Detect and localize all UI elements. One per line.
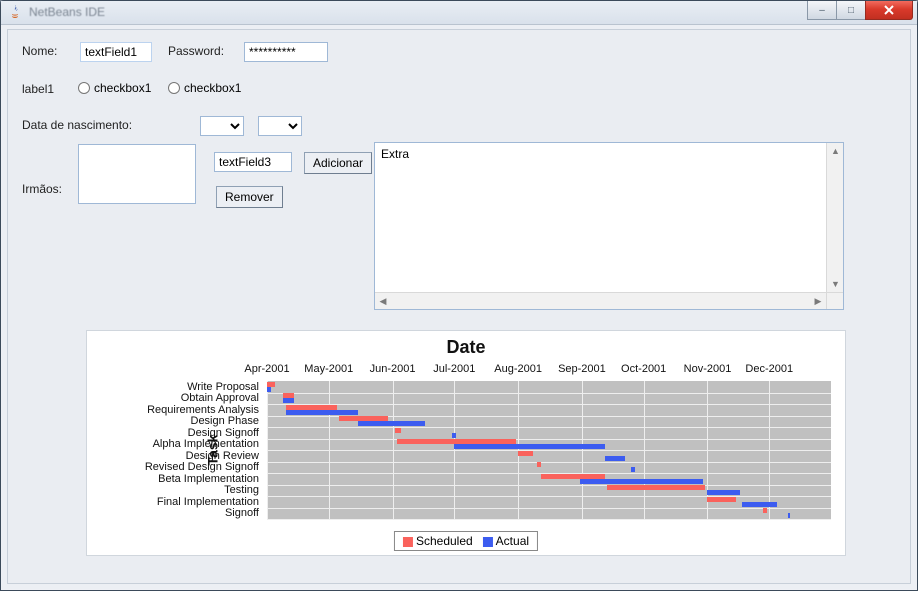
y-tick: Beta Implementation bbox=[158, 473, 259, 485]
scrollbar-vertical[interactable]: ▲ ▼ bbox=[826, 143, 843, 292]
chart-x-title: Date bbox=[87, 337, 845, 358]
x-tick: Aug-2001 bbox=[494, 363, 542, 375]
chart-x-ticks: Apr-2001May-2001Jun-2001Jul-2001Aug-2001… bbox=[267, 363, 831, 379]
y-tick: Design Phase bbox=[191, 415, 260, 427]
chart-y-ticks: Write ProposalObtain ApprovalRequirement… bbox=[87, 381, 263, 519]
y-tick: Design Review bbox=[186, 450, 259, 462]
nome-input[interactable] bbox=[80, 42, 152, 62]
client-area: Nome: Password: label1 checkbox1 checkbo… bbox=[7, 29, 911, 584]
scroll-left-icon[interactable]: ◀ bbox=[376, 295, 390, 308]
checkbox1-radio[interactable]: checkbox1 bbox=[78, 81, 151, 95]
legend-item-scheduled: Scheduled bbox=[403, 534, 473, 548]
x-tick: Dec-2001 bbox=[745, 363, 793, 375]
legend-item-actual: Actual bbox=[483, 534, 529, 548]
app-window: NetBeans IDE – □ Nome: Password: label1 bbox=[0, 0, 918, 591]
x-tick: Sep-2001 bbox=[558, 363, 606, 375]
irmaos-label: Irmãos: bbox=[22, 182, 62, 196]
scroll-corner bbox=[826, 292, 843, 309]
x-tick: Jul-2001 bbox=[433, 363, 475, 375]
textarea-content[interactable]: Extra bbox=[377, 145, 825, 291]
bar-actual bbox=[631, 467, 635, 472]
y-tick: Signoff bbox=[225, 507, 259, 519]
scrollbar-horizontal[interactable]: ◀ ▶ bbox=[375, 292, 826, 309]
bar-scheduled bbox=[763, 508, 767, 513]
dob-combo-1[interactable] bbox=[200, 116, 244, 136]
chart-legend: Scheduled Actual bbox=[394, 531, 538, 551]
bar-scheduled bbox=[607, 485, 706, 490]
y-tick: Final Implementation bbox=[157, 496, 259, 508]
bar-actual bbox=[580, 479, 704, 484]
java-icon bbox=[7, 4, 23, 20]
close-button[interactable] bbox=[865, 1, 913, 20]
bar-scheduled bbox=[518, 451, 532, 456]
x-tick: Nov-2001 bbox=[684, 363, 732, 375]
remover-button[interactable]: Remover bbox=[216, 186, 283, 208]
bar-actual bbox=[283, 398, 293, 403]
y-tick: Testing bbox=[224, 484, 259, 496]
x-tick: Apr-2001 bbox=[244, 363, 289, 375]
radio-2[interactable] bbox=[168, 82, 180, 94]
irmaos-listbox[interactable] bbox=[78, 144, 196, 204]
radio-1-label: checkbox1 bbox=[94, 81, 151, 95]
bar-actual bbox=[707, 490, 740, 495]
maximize-button[interactable]: □ bbox=[836, 1, 866, 20]
bar-scheduled bbox=[395, 428, 401, 433]
window-title: NetBeans IDE bbox=[29, 5, 105, 19]
label1: label1 bbox=[22, 82, 54, 96]
bar-actual bbox=[358, 421, 426, 426]
y-tick: Revised Design Signoff bbox=[145, 461, 259, 473]
radio-2-label: checkbox1 bbox=[184, 81, 241, 95]
legend-swatch-actual bbox=[483, 537, 493, 547]
bar-actual bbox=[454, 444, 604, 449]
x-tick: May-2001 bbox=[304, 363, 353, 375]
textfield3-input[interactable] bbox=[214, 152, 292, 172]
close-icon bbox=[882, 4, 896, 16]
bar-actual bbox=[605, 456, 626, 461]
adicionar-button[interactable]: Adicionar bbox=[304, 152, 372, 174]
bar-actual bbox=[286, 410, 358, 415]
bar-actual bbox=[742, 502, 777, 507]
bar-scheduled bbox=[707, 497, 736, 502]
bar-actual bbox=[267, 387, 271, 392]
nome-label: Nome: bbox=[22, 44, 57, 58]
x-tick: Oct-2001 bbox=[621, 363, 666, 375]
radio-1[interactable] bbox=[78, 82, 90, 94]
title-bar[interactable]: NetBeans IDE – □ bbox=[1, 1, 917, 25]
y-tick: Design Signoff bbox=[188, 427, 259, 439]
checkbox2-radio[interactable]: checkbox1 bbox=[168, 81, 241, 95]
extra-textarea[interactable]: Extra ▲ ▼ ◀ ▶ bbox=[374, 142, 844, 310]
chart-plot-area: Task Write ProposalObtain ApprovalRequir… bbox=[267, 381, 831, 519]
scroll-down-icon[interactable]: ▼ bbox=[829, 277, 842, 291]
dob-label: Data de nascimento: bbox=[22, 118, 132, 132]
bar-scheduled bbox=[537, 462, 541, 467]
scroll-up-icon[interactable]: ▲ bbox=[829, 144, 842, 158]
legend-swatch-scheduled bbox=[403, 537, 413, 547]
y-tick: Obtain Approval bbox=[181, 392, 259, 404]
y-tick: Requirements Analysis bbox=[147, 404, 259, 416]
y-tick: Alpha Implementation bbox=[153, 438, 259, 450]
x-tick: Jun-2001 bbox=[370, 363, 416, 375]
bar-actual bbox=[452, 433, 456, 438]
dob-combo-2[interactable] bbox=[258, 116, 302, 136]
bar-actual bbox=[788, 513, 790, 518]
scroll-right-icon[interactable]: ▶ bbox=[811, 295, 825, 308]
password-label: Password: bbox=[168, 44, 224, 58]
y-tick: Write Proposal bbox=[187, 381, 259, 393]
gantt-chart: Date Task Write ProposalObtain ApprovalR… bbox=[86, 330, 846, 556]
password-input[interactable] bbox=[244, 42, 328, 62]
minimize-button[interactable]: – bbox=[807, 1, 837, 20]
